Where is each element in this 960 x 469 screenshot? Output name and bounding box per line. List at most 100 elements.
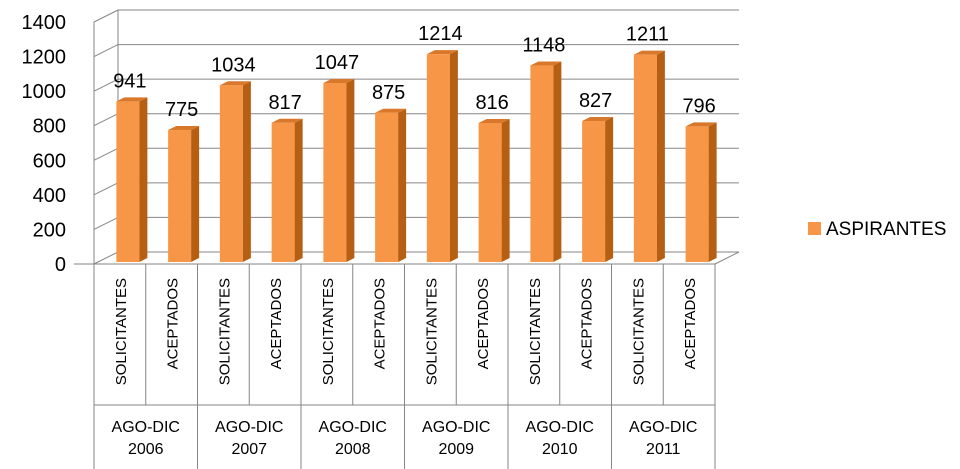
bar-top [271, 118, 303, 123]
group-label: AGO-DIC 2006 [112, 419, 180, 458]
bar [426, 50, 458, 262]
bar-front [271, 122, 295, 262]
data-label: 1034 [211, 54, 256, 76]
bar [685, 122, 717, 262]
bar-side [242, 81, 251, 262]
bar-front [582, 121, 606, 262]
gridline-side [93, 78, 119, 92]
bar-side [191, 126, 200, 263]
data-label: 1214 [418, 23, 463, 45]
bar [633, 50, 665, 262]
y-tick-label: 600 [33, 150, 66, 172]
bar-top [530, 61, 562, 66]
category-label: ACEPTADOS [682, 278, 699, 369]
bar-side [139, 97, 148, 262]
bar-front [426, 54, 450, 262]
bar-front [375, 112, 399, 262]
bar-side [501, 118, 510, 262]
bar-side [398, 108, 407, 262]
gridline-side [93, 113, 119, 127]
bar-top [219, 81, 251, 86]
data-label: 775 [165, 99, 198, 121]
bar-top [323, 79, 355, 84]
data-label: 875 [372, 82, 405, 104]
y-tick-label: 400 [33, 185, 66, 207]
gridline-side [93, 216, 119, 230]
y-tick-label: 200 [33, 219, 66, 241]
category-label: SOLICITANTES [630, 278, 647, 385]
group-labels: AGO-DIC 2006 AGO-DIC 2007 AGO-DIC 2008 AGO-DIC… [112, 419, 698, 458]
group-label: AGO-DIC 2007 [215, 419, 283, 458]
category-label: SOLICITANTES [423, 278, 440, 385]
bar-front [219, 85, 243, 262]
bar [219, 81, 251, 262]
category-label: SOLICITANTES [216, 278, 233, 385]
category-label: ACEPTADOS [579, 278, 596, 369]
bar-front [116, 101, 140, 262]
data-label: 796 [682, 95, 715, 117]
gridline-side [93, 182, 119, 196]
gridline-side [93, 44, 119, 58]
category-label: SOLICITANTES [113, 278, 130, 385]
bar-side [346, 79, 355, 262]
gridline-side [93, 251, 119, 265]
legend-swatch [808, 222, 821, 235]
y-tick-label: 800 [33, 116, 66, 138]
bar-side [294, 118, 303, 262]
bar [530, 61, 562, 263]
y-tick-label: 1200 [22, 47, 67, 69]
bar-top [168, 126, 200, 131]
group-label: AGO-DIC 2010 [526, 419, 594, 458]
legend: ASPIRANTES [808, 219, 946, 240]
bar-side [708, 122, 717, 262]
data-labels: 941 775 1034 817 1047 875 1214 816 1148 827 1211 79… [113, 23, 716, 121]
data-label: 1148 [522, 35, 565, 57]
bar-top [375, 108, 407, 113]
legend-label: ASPIRANTES [826, 219, 946, 240]
group-label: AGO-DIC 2011 [629, 419, 697, 458]
bar-top [633, 50, 665, 55]
data-label: 817 [268, 92, 301, 114]
bar [116, 97, 148, 262]
bar-side [605, 117, 614, 262]
category-label: ACEPTADOS [165, 278, 182, 369]
bar [582, 117, 614, 262]
bar-side [553, 61, 562, 263]
gridline-side [93, 147, 119, 161]
y-tick-label: 1000 [22, 81, 67, 103]
floor-right-edge [714, 251, 740, 265]
category-label: ACEPTADOS [475, 278, 492, 369]
bar [168, 126, 200, 263]
bar [375, 108, 407, 262]
bar [271, 118, 303, 262]
data-label: 1211 [626, 24, 669, 46]
data-label: 827 [579, 90, 612, 112]
bar-top [426, 50, 458, 55]
category-label: SOLICITANTES [320, 278, 337, 385]
y-tick-labels: 0 200 400 600 800 1000 1200 1400 [22, 12, 67, 276]
bar [323, 79, 355, 262]
category-labels: SOLICITANTES ACEPTADOS SOLICITANTES ACEPTAD… [113, 278, 699, 385]
bar-front [478, 122, 502, 262]
bar-top [116, 97, 148, 102]
gridline-side [93, 9, 119, 23]
bar-side [656, 50, 665, 262]
category-label: ACEPTADOS [268, 278, 285, 369]
bar-front [168, 130, 192, 262]
bars [116, 50, 717, 263]
group-label: AGO-DIC 2009 [422, 419, 490, 458]
category-label: ACEPTADOS [372, 278, 389, 369]
bar-front [685, 126, 709, 262]
bar-top [478, 118, 510, 123]
y-tick-label: 0 [55, 254, 66, 276]
group-label: AGO-DIC 2008 [319, 419, 387, 458]
data-label: 941 [113, 70, 146, 92]
bar-front [633, 54, 657, 262]
bar [478, 118, 510, 262]
bar-front [530, 65, 554, 262]
data-label: 816 [475, 92, 508, 114]
y-tick-label: 1400 [22, 12, 67, 34]
data-label: 1047 [315, 52, 360, 74]
category-label: SOLICITANTES [527, 278, 544, 385]
